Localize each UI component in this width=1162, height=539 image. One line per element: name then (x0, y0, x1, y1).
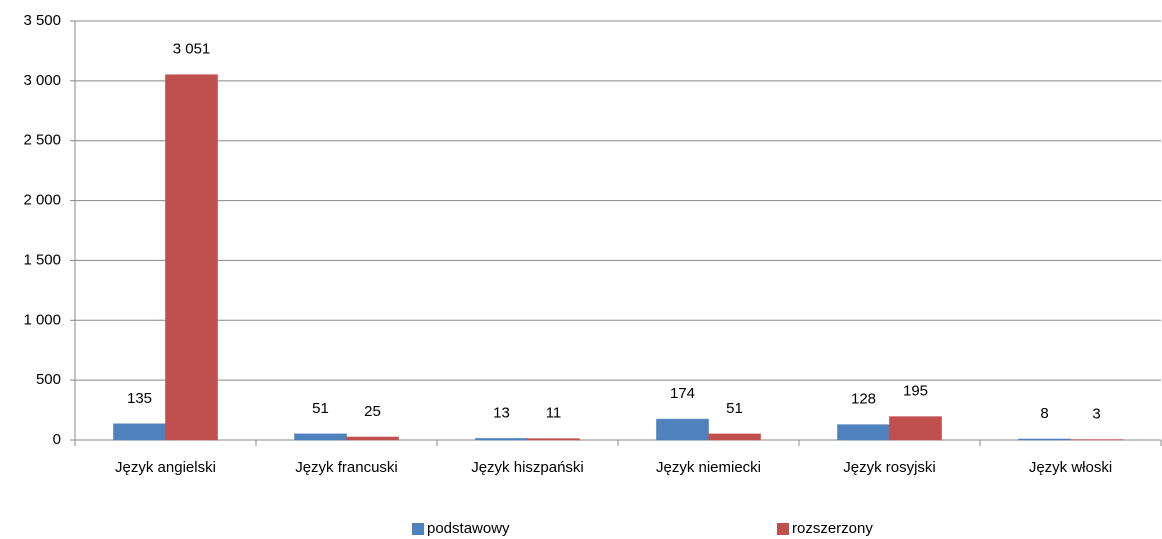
bar (165, 74, 218, 441)
y-tick-label: 1 500 (23, 251, 61, 268)
bar (527, 438, 580, 441)
bar (1018, 438, 1071, 441)
y-tick-label: 0 (53, 431, 61, 448)
y-tick-label: 2 000 (23, 192, 61, 209)
value-label: 51 (726, 400, 743, 417)
bar (113, 423, 166, 441)
legend-label: podstawowy (427, 520, 510, 537)
value-label: 128 (851, 391, 876, 408)
y-tick-label: 500 (36, 371, 61, 388)
legend-swatch (412, 523, 424, 535)
value-label: 3 (1092, 406, 1100, 423)
x-tick-label: Język francuski (295, 459, 398, 476)
legend-swatch (777, 523, 789, 535)
bar (294, 433, 347, 441)
value-label: 8 (1040, 405, 1048, 422)
value-label: 11 (546, 405, 562, 422)
bar (708, 433, 761, 441)
x-tick-label: Język hiszpański (471, 459, 584, 476)
y-tick-label: 3 500 (23, 12, 61, 29)
value-label: 13 (493, 404, 510, 421)
value-label: 195 (903, 383, 928, 400)
bar (837, 424, 890, 441)
y-tick-label: 1 000 (23, 311, 61, 328)
bar (889, 416, 942, 441)
value-label: 3 051 (173, 41, 211, 58)
value-label: 25 (364, 403, 381, 420)
value-label: 51 (312, 400, 329, 417)
y-tick-label: 2 500 (23, 132, 61, 149)
x-tick-label: Język angielski (115, 459, 216, 476)
bar (656, 418, 709, 441)
legend-label: rozszerzony (792, 520, 873, 537)
bar (346, 436, 399, 441)
x-tick-label: Język rosyjski (843, 459, 936, 476)
bar (475, 437, 528, 441)
value-label: 135 (127, 390, 152, 407)
x-tick-label: Język niemiecki (656, 459, 761, 476)
y-tick-label: 3 000 (23, 72, 61, 89)
value-label: 174 (670, 385, 695, 402)
x-tick-label: Język włoski (1029, 459, 1112, 476)
